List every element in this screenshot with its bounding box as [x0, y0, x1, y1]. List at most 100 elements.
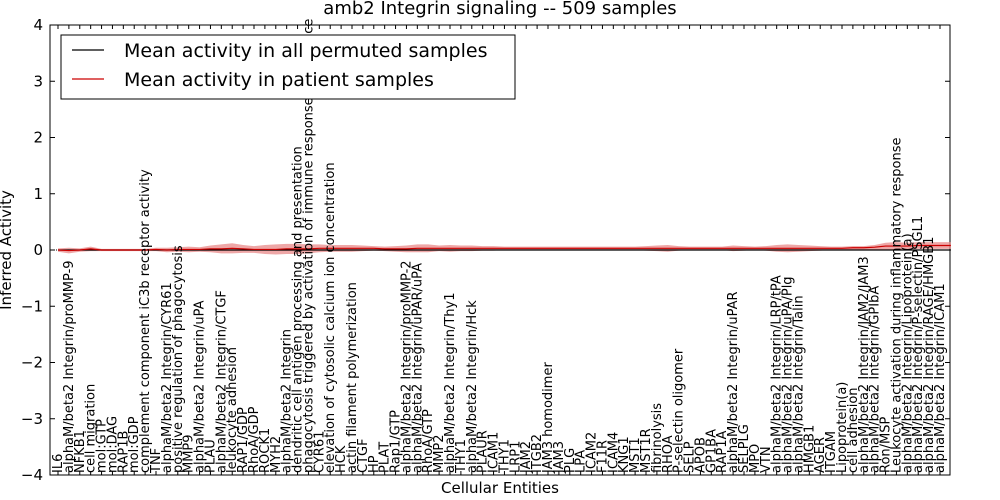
category-label: actin filament polymerization [345, 282, 360, 473]
category-label: alphaM/beta2 Integrin/ICAM1 [933, 283, 948, 473]
category-label: phagocytosis triggered by activation of … [301, 19, 316, 473]
category-label: ITGB2 [530, 434, 545, 473]
category-label: mol:DAG [105, 416, 120, 473]
category-label: MYH2 [269, 436, 284, 473]
category-label: ROCK1 [258, 428, 273, 473]
category-label: IL6 [51, 454, 66, 473]
category-label: HMGB1 [802, 425, 817, 473]
y-tick-label: 4 [33, 16, 43, 34]
y-tick-label: −3 [21, 410, 43, 428]
category-label: alphaM/beta2 Integrin/uPA/Plg [781, 276, 796, 473]
category-label: alphaM/beta2 Integrin/uPA [193, 300, 208, 473]
category-label: THY1 [497, 439, 512, 474]
y-tick-label: 3 [33, 72, 43, 90]
category-label: RhoA/GDP [247, 406, 262, 473]
category-label: alphaM/beta2 Integrin/JAM2/JAM3 [857, 256, 872, 473]
category-label: CYR61 [312, 431, 327, 473]
category-label: ICAM2 [585, 432, 600, 473]
y-axis-label: Inferred Activity [0, 190, 15, 310]
category-label: ICAM4 [606, 432, 621, 473]
category-label: alphaM/beta2 Integrin/Thy1 [443, 293, 458, 474]
category-label: LRP1 [508, 441, 523, 473]
category-label: alphaM/beta2 Integrin/uPAR [726, 291, 741, 473]
patient-mean-line [57, 244, 951, 252]
category-label: RHOA [661, 435, 676, 473]
category-label: THY1 [454, 439, 469, 474]
category-label: P-selectin oligomer [672, 348, 687, 473]
category-label: CTGF [356, 438, 371, 473]
category-label: alphaM/beta2 Integrin/Talin [791, 295, 806, 473]
category-label: APOB [693, 437, 708, 473]
y-tick-label: 2 [33, 129, 43, 147]
category-label: HCK [334, 445, 349, 473]
category-label: alphaM/beta2 Integrin/CYR61 [160, 282, 175, 473]
category-label: GP1BA [704, 429, 719, 473]
category-label: MST1R [639, 428, 654, 473]
category-label: PLAU [203, 439, 218, 473]
category-label: JAM3 homodimer [541, 362, 556, 474]
category-label: RAP1A [715, 430, 730, 473]
category-label: cell adhesion [846, 387, 861, 473]
category-label: positive regulation of phagocytosis [171, 245, 186, 473]
series-line-layer [57, 244, 951, 252]
x-axis [57, 25, 941, 475]
category-label: MPO [748, 444, 763, 473]
category-label: TNF [149, 448, 164, 474]
category-label: alphaM/beta2 Integrin/LRP/tPA [770, 275, 785, 473]
category-label: alphaM/beta2 Integrin/Lipoprotein(a) [900, 233, 915, 473]
category-label: alphaM/beta2 Integrin [280, 329, 295, 473]
category-label: alphaM/beta2 Integrin/GPIbA [868, 286, 883, 473]
y-tick-label: −1 [21, 297, 43, 315]
category-label: dendritic cell antigen processing and pr… [291, 146, 306, 473]
category-label: RhoA/GTP [421, 409, 436, 473]
y-tick-label: 1 [33, 185, 43, 203]
category-label: alphaM/beta2 Integrin/proMMP-2 [399, 260, 414, 473]
category-label: LPA [574, 450, 589, 473]
legend-box [60, 34, 516, 100]
category-label: alphaM/beta2 Integrin/CTGF [214, 290, 229, 473]
x-axis-label: Cellular Entities [441, 479, 559, 497]
chart-title: amb2 Integrin signaling -- 509 samples [323, 0, 676, 19]
category-label: JAM2 [519, 441, 534, 474]
category-label: JAM3 [552, 441, 567, 474]
category-label: alphaM/beta2 Integrin/uPAR/uPA [410, 263, 425, 473]
category-label: ITGAM [824, 431, 839, 473]
category-label: PLG [563, 448, 578, 473]
category-label: alphaM/beta2 Integrin/P-selectin/PSGL1 [911, 216, 926, 473]
category-label: MMP9 [182, 434, 197, 473]
category-label: F11R [595, 440, 610, 473]
category-label: mol:GDP [127, 416, 142, 473]
y-tick-label: −2 [21, 354, 43, 372]
category-label: alphaM/beta2 Integrin/Hck [465, 300, 480, 473]
category-label: RAP1/GDP [236, 407, 251, 473]
y-axis: −4 −3 −2 −1 0 1 2 3 4 [21, 16, 950, 484]
y-tick-label: 0 [33, 241, 43, 259]
category-label: PLAT [378, 442, 393, 473]
legend-label-patient: Mean activity in patient samples [124, 69, 434, 91]
category-label: Rap1/GTP [389, 410, 404, 473]
category-label: Ron/MSP [879, 417, 894, 473]
category-label: alphaM/beta2 Integrin/RAGE/HMGB1 [922, 237, 937, 473]
category-label: SELP [683, 441, 698, 473]
category-label: NFKB1 [73, 430, 88, 473]
category-label: cell migration [84, 384, 99, 473]
category-label: MMP2 [432, 434, 447, 473]
category-label: AGER [813, 437, 828, 473]
y-tick-label: −4 [21, 466, 43, 484]
category-label: ICAM1 [487, 432, 502, 473]
category-label: fibrinolysis [650, 403, 665, 473]
legend-label-permuted: Mean activity in all permuted samples [124, 40, 487, 62]
category-label: elevation of cytosolic calcium ion conce… [323, 162, 338, 473]
category-label: HP [367, 455, 382, 473]
category-label: complement component iC3b receptor activ… [138, 169, 153, 473]
category-label: KNG1 [617, 436, 632, 473]
category-label: Leukocyte activation during inflammatory… [889, 138, 904, 474]
category-label: VTN [759, 446, 774, 473]
category-label: SELPLG [737, 424, 752, 473]
category-label: RAP1B [116, 431, 131, 473]
category-label: Lipoprotein(a) [835, 382, 850, 473]
category-label: PLAUR [476, 430, 491, 473]
category-label: leukocyte adhesion [225, 347, 240, 473]
